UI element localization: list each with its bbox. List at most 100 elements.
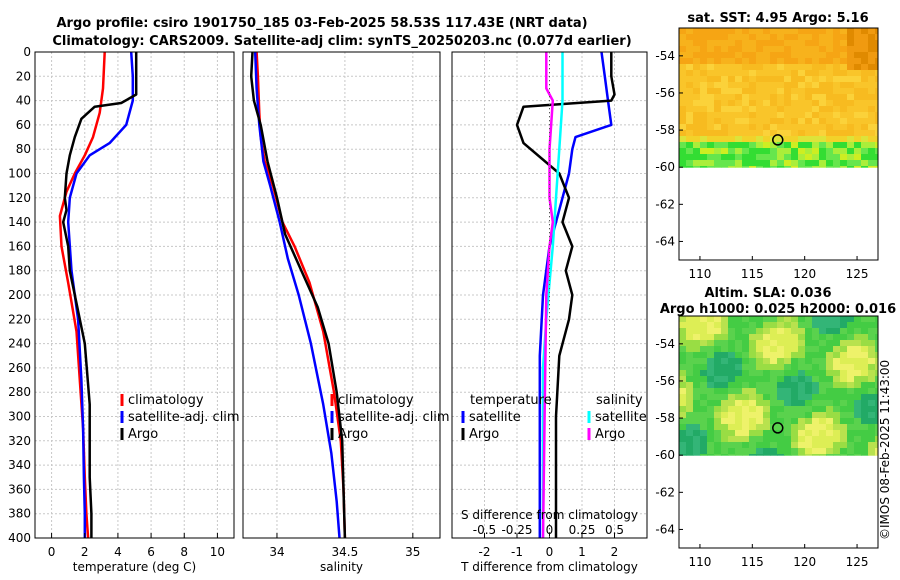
map-cell	[847, 88, 855, 95]
map-cell	[742, 322, 750, 329]
map-cell	[805, 406, 813, 413]
map-cell	[770, 352, 778, 359]
map-cell	[854, 346, 862, 353]
map-cell	[735, 70, 743, 77]
map-cell	[875, 58, 879, 65]
map-cell	[721, 364, 729, 371]
map-cell	[714, 448, 722, 455]
map-cell	[812, 382, 820, 389]
map-cell	[721, 340, 729, 347]
map-cell	[714, 46, 722, 53]
map-cell	[826, 148, 834, 155]
legend-label: satellite-adj. clim	[338, 410, 450, 425]
map-cell	[777, 28, 785, 35]
map-cell	[826, 352, 834, 359]
map-cell	[805, 166, 813, 168]
map-cell	[770, 430, 778, 437]
map-cell	[777, 166, 785, 168]
map-cell	[840, 454, 848, 456]
map-cell	[749, 328, 757, 335]
map-cell	[735, 160, 743, 167]
map-cell	[805, 454, 813, 456]
map-cell	[875, 76, 879, 83]
map-cell	[854, 136, 862, 143]
map-cell	[735, 376, 743, 383]
map-cell	[763, 100, 771, 107]
map-cell	[693, 142, 701, 149]
map-cell	[749, 28, 757, 35]
map-cell	[826, 136, 834, 143]
map-cell	[819, 82, 827, 89]
map-cell	[847, 394, 855, 401]
map-cell	[805, 118, 813, 125]
map-cell	[833, 388, 841, 395]
map-cell	[770, 454, 778, 456]
map-cell	[686, 376, 694, 383]
map-cell	[721, 154, 729, 161]
map-x-tick-label: 115	[741, 555, 764, 569]
map-cell	[798, 154, 806, 161]
map-cell	[868, 148, 876, 155]
map-cell	[798, 64, 806, 71]
map-cell	[707, 322, 715, 329]
map-cell	[854, 352, 862, 359]
map-cell	[826, 70, 834, 77]
map-cell	[854, 412, 862, 419]
map-cell	[875, 322, 879, 329]
map-cell	[728, 322, 736, 329]
map-cell	[805, 448, 813, 455]
x-tick-label: 8	[180, 545, 188, 559]
map-cell	[784, 100, 792, 107]
map-cell	[721, 316, 729, 323]
map-cell	[840, 442, 848, 449]
map-cell	[826, 166, 834, 168]
map-cell	[861, 34, 869, 41]
map-cell	[728, 328, 736, 335]
map-y-tick-label: -56	[655, 374, 675, 388]
map-cell	[833, 106, 841, 113]
legend-label: Argo	[128, 427, 158, 442]
map-cell	[777, 346, 785, 353]
map-cell	[784, 142, 792, 149]
map-cell	[742, 148, 750, 155]
map-cell	[875, 394, 879, 401]
map-cell	[735, 436, 743, 443]
map-cell	[840, 118, 848, 125]
map-cell	[861, 370, 869, 377]
map-cell	[686, 166, 694, 168]
map-cell	[777, 436, 785, 443]
map-cell	[833, 154, 841, 161]
map-cell	[749, 382, 757, 389]
map-cell	[742, 130, 750, 137]
map-cell	[742, 40, 750, 47]
map-cell	[854, 370, 862, 377]
map-cell	[805, 328, 813, 335]
map-cell	[749, 70, 757, 77]
y-tick-label: 140	[8, 215, 31, 229]
map-cell	[749, 40, 757, 47]
map-cell	[721, 130, 729, 137]
map-cell	[735, 28, 743, 35]
map-cell	[742, 376, 750, 383]
map-cell	[854, 82, 862, 89]
map-cell	[728, 136, 736, 143]
map-cell	[714, 82, 722, 89]
y-tick-label: 340	[8, 458, 31, 472]
map-cell	[749, 130, 757, 137]
map-cell	[861, 358, 869, 365]
y-tick-label: 260	[8, 361, 31, 375]
map-cell	[819, 88, 827, 95]
map-cell	[693, 436, 701, 443]
map-cell	[854, 430, 862, 437]
map-cell	[707, 52, 715, 59]
map-x-tick-label: 110	[688, 555, 711, 569]
map-cell	[798, 34, 806, 41]
map-cell	[721, 382, 729, 389]
map-cell	[686, 82, 694, 89]
map-cell	[833, 160, 841, 167]
map-cell	[805, 316, 813, 323]
map-cell	[777, 160, 785, 167]
map-cell	[777, 70, 785, 77]
map-cell	[707, 424, 715, 431]
map-cell	[700, 40, 708, 47]
